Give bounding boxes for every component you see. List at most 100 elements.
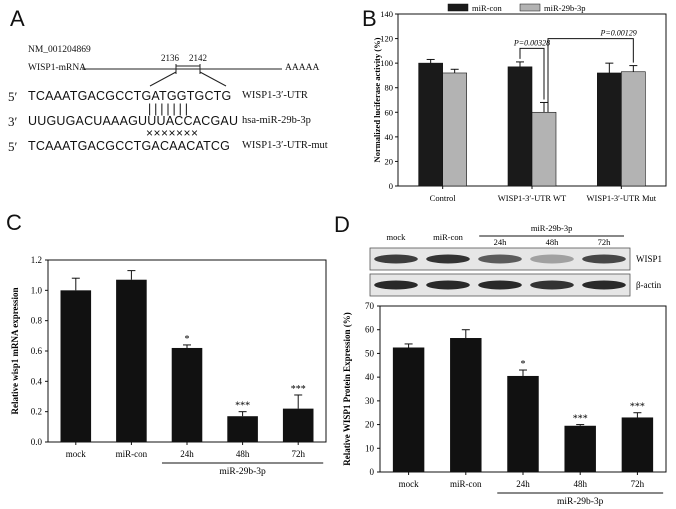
y-tick-label-0: 0.0 [31,437,43,447]
x-tick-label-2: 24h [516,479,530,489]
blot-band-1-1 [426,280,470,290]
bar-0-2 [597,72,622,187]
y-tick-label-1: 10 [365,443,375,453]
blot-band-1-4 [582,280,626,290]
x-tick-label-4: 72h [631,479,645,489]
y-tick-label-5: 100 [380,58,393,68]
bracket-1 [519,47,545,100]
y-tick-label-3: 60 [385,107,394,117]
legend-swatch-0 [447,3,469,12]
row1-seq: TCAAATGACGCCTGATGGTGCTG [28,89,232,103]
y-tick-label-2: 20 [365,420,375,430]
y-tick-label-6: 120 [380,34,393,44]
blot-band-0-2 [478,254,522,264]
y-tick-label-5: 50 [365,348,375,358]
bar-1 [450,338,482,472]
mrna-label: WISP1-mRNA [28,63,87,73]
y-tick-label-6: 60 [365,325,375,335]
blot-band-0-0 [374,254,418,264]
significance-2: * [521,359,526,370]
p-value-1: P=0.00328 [513,38,550,47]
panel-d: D mock miR-con 24h 48h 72h miR-29b-3p WISP1 β-a… [334,210,676,509]
row2-name: hsa-miR-29b-3p [242,115,311,126]
panel-d-label: D [334,212,350,237]
y-tick-label-7: 140 [380,9,393,19]
x-tick-label-4: 72h [291,449,305,459]
bar-1 [116,279,147,442]
x-tick-label-1: miR-con [116,449,148,459]
bar-1-2 [621,71,646,187]
blot-band-1-2 [478,280,522,290]
blot-group-label: miR-29b-3p [531,223,573,233]
legend-swatch-1 [519,3,541,12]
bar-0-1 [507,66,533,187]
y-tick-label-7: 70 [365,301,375,311]
blot-band-1-0 [374,280,418,290]
blot-lane-label-4: 72h [598,237,612,247]
significance-3: *** [573,414,588,425]
blot-lane-label-3: 48h [546,237,560,247]
bar-4 [621,417,654,472]
mrna-schematic [82,64,282,87]
row1-prime: 5′ [8,89,18,104]
x-tick-label-1: WISP1-3′-UTR WT [498,193,567,203]
y-tick-label-3: 0.6 [31,346,43,356]
pos-end-label: 2142 [189,53,207,63]
luciferase-chart: 0 20 40 60 80 100 120 140 Control WISP1-3′-UTR WT… [372,3,667,203]
y-tick-label-4: 80 [385,83,394,93]
y-tick-label-0: 0 [370,467,375,477]
blot-row-label-1: WISP1 [636,254,662,264]
bar-2 [171,347,203,442]
y-tick-label-4: 0.8 [31,316,43,326]
bar-1-1 [531,111,557,187]
mrna-chart: 0.0 0.2 0.4 0.6 0.8 1.0 1.2 mock miR-con * 24h *** 4… [10,255,327,477]
blot-lane-label-1: miR-con [433,232,463,242]
group-label: miR-29b-3p [557,497,604,507]
bar-0 [392,347,425,472]
significance-4: *** [291,384,306,395]
panel-b: B 0 20 40 60 80 100 120 140 Control WISP1-3′-UTR … [340,0,676,210]
row3-seq: TCAAATGACGCCTGACAACATCG [28,139,231,153]
blot-band-0-3 [530,254,574,264]
blot-band-1-3 [530,280,574,290]
bar-4 [282,408,314,442]
bar-1-0 [442,72,467,187]
bar-2 [507,375,539,472]
legend-label-0: miR-con [472,3,502,13]
bracket-2 [547,38,634,113]
legend-label-1: miR-29b-3p [544,3,586,13]
y-tick-label-1: 20 [385,156,394,166]
blot-row-label-2: β-actin [636,280,662,290]
x-tick-label-3: 48h [236,449,250,459]
mutation-marks: ××××××× [146,126,199,140]
row1-name: WISP1-3′-UTR [242,90,308,101]
x-tick-label-3: 48h [573,479,587,489]
panel-b-label: B [362,6,377,31]
p-value-2: P=0.00129 [600,29,637,38]
y-axis-label: Relative WISP1 Protein Expression (%) [342,312,352,466]
x-tick-label-0: Control [430,193,457,203]
pos-start-label: 2136 [161,53,179,63]
blot-band-0-4 [582,254,626,264]
y-tick-label-6: 1.2 [31,255,42,265]
row2-prime: 3′ [8,114,18,129]
group-label: miR-29b-3p [219,467,266,477]
y-tick-label-2: 40 [385,132,394,142]
bar-3 [564,425,596,472]
bar-3 [227,416,258,442]
pairing-marks: | | | | | | | [148,102,188,116]
bar-0-0 [418,62,443,187]
panel-c-label: C [6,210,22,235]
accession-label: NM_001204869 [28,45,91,55]
significance-4: *** [630,402,645,413]
bar-0 [60,290,92,442]
blot-lane-label-0: mock [387,232,407,242]
western-blot: mock miR-con 24h 48h 72h miR-29b-3p WISP1 β-act… [369,223,662,297]
row3-prime: 5′ [8,139,18,154]
x-tick-label-2: 24h [180,449,194,459]
row2-seq: UUGUGACUAAAGUUUACCACGAU [28,114,239,128]
poly-a-label: AAAAA [285,63,320,73]
y-tick-label-2: 0.4 [31,376,43,386]
panel-a: A NM_001204869 WISP1-mRNA 2136 2142 AAAA… [0,0,340,205]
panel-a-label: A [10,6,25,31]
